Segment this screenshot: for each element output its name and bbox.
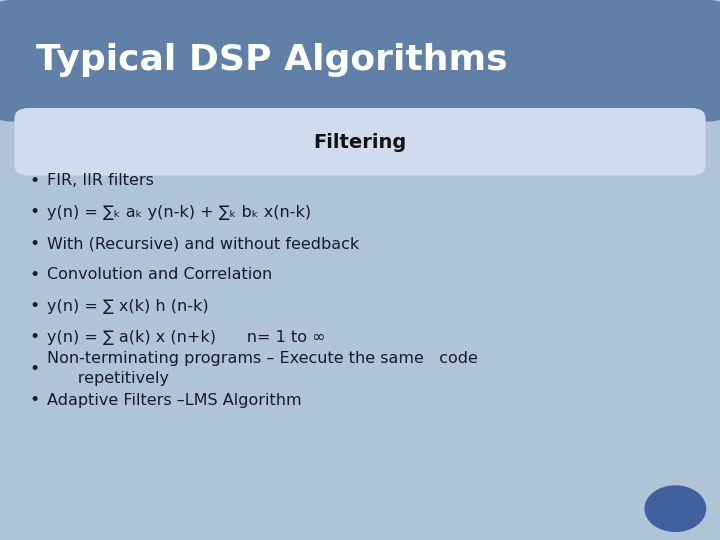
FancyBboxPatch shape [14, 108, 706, 176]
Text: •: • [30, 172, 40, 190]
Text: •: • [30, 328, 40, 347]
Text: •: • [30, 391, 40, 409]
Text: •: • [30, 234, 40, 253]
Text: y(n) = ∑ₖ aₖ y(n-k) + ∑ₖ bₖ x(n-k): y(n) = ∑ₖ aₖ y(n-k) + ∑ₖ bₖ x(n-k) [47, 205, 311, 220]
Circle shape [645, 486, 706, 531]
Text: y(n) = ∑ x(k) h (n-k): y(n) = ∑ x(k) h (n-k) [47, 299, 208, 314]
Text: With (Recursive) and without feedback: With (Recursive) and without feedback [47, 236, 359, 251]
Text: Filtering: Filtering [313, 132, 407, 152]
Text: •: • [30, 297, 40, 315]
Text: Convolution and Correlation: Convolution and Correlation [47, 267, 272, 282]
Text: •: • [30, 266, 40, 284]
FancyBboxPatch shape [0, 0, 720, 122]
Text: FIR, IIR filters: FIR, IIR filters [47, 173, 153, 188]
Text: Adaptive Filters –LMS Algorithm: Adaptive Filters –LMS Algorithm [47, 393, 302, 408]
Text: y(n) = ∑ a(k) x (n+k)      n= 1 to ∞: y(n) = ∑ a(k) x (n+k) n= 1 to ∞ [47, 330, 325, 345]
Text: Non-terminating programs – Execute the same   code
      repetitively: Non-terminating programs – Execute the s… [47, 352, 477, 386]
Text: •: • [30, 203, 40, 221]
Text: Typical DSP Algorithms: Typical DSP Algorithms [36, 44, 508, 77]
Text: •: • [30, 360, 40, 378]
